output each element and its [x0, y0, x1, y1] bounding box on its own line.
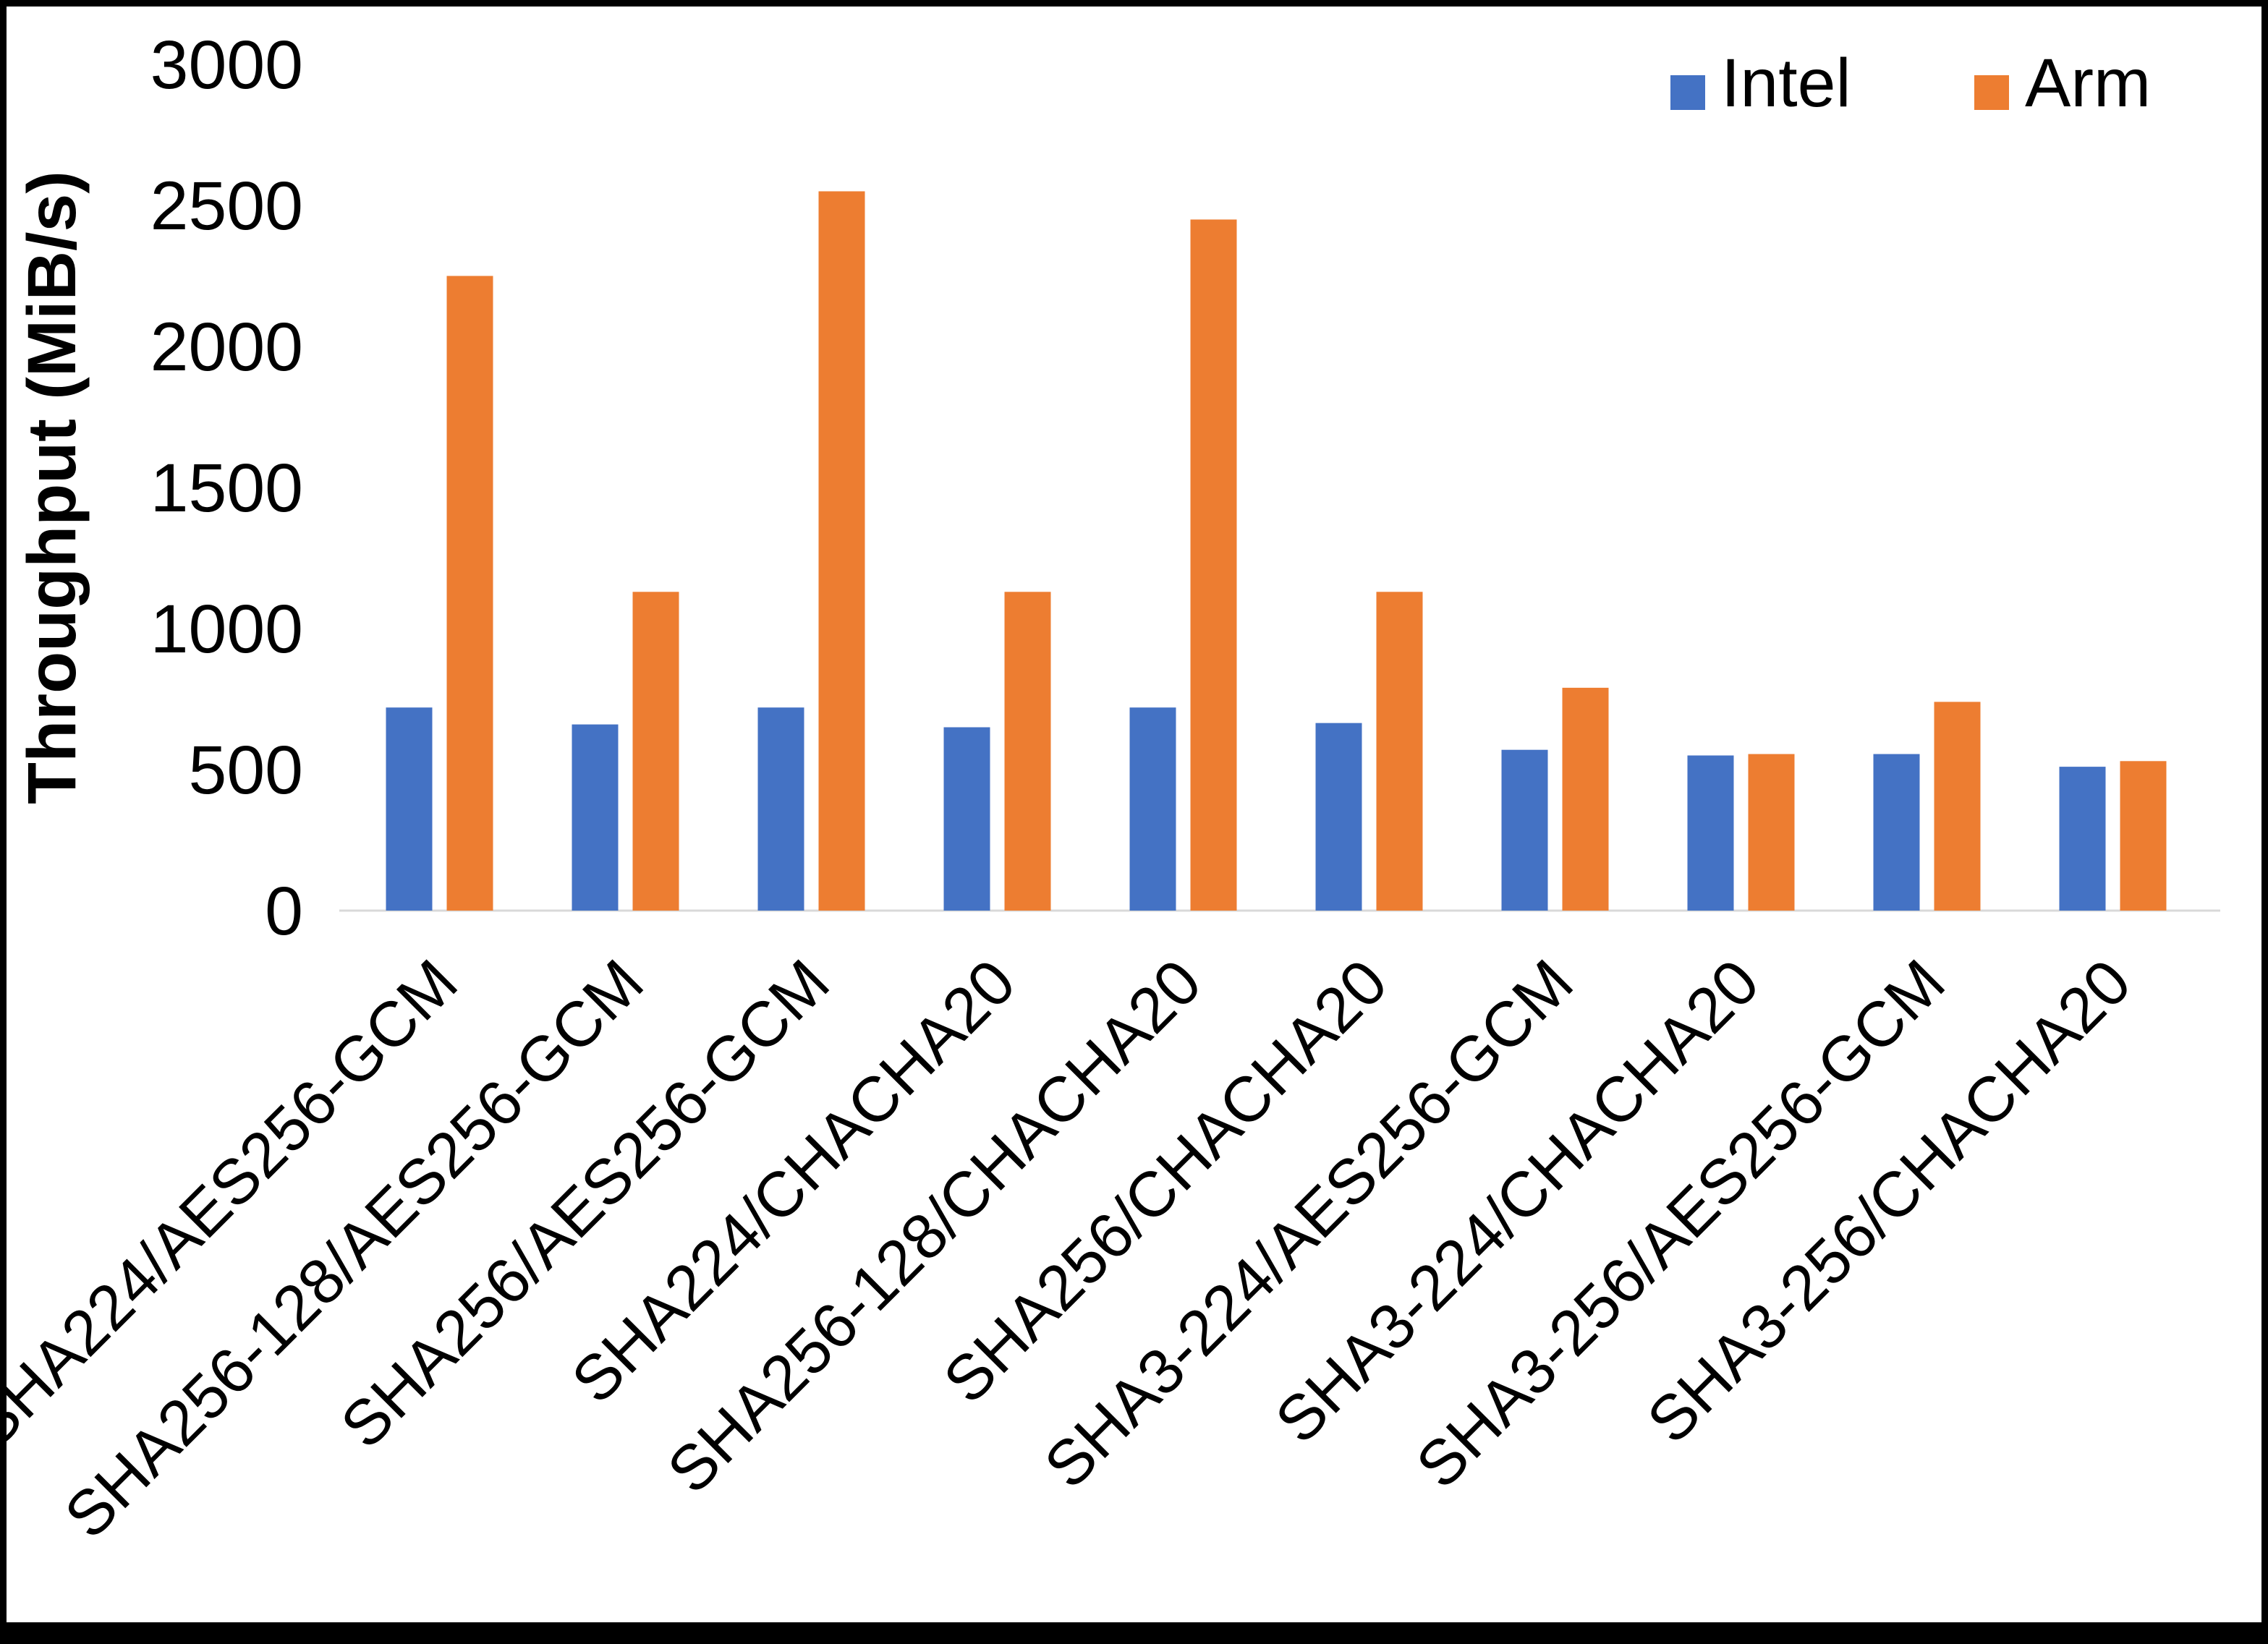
- legend-label-intel: Intel: [1721, 45, 1851, 122]
- bar-intel: [1501, 749, 1548, 911]
- y-tick-label: 0: [265, 873, 303, 950]
- bar-chart: 050010001500200025003000SHA224/AES256-GC…: [7, 27, 2220, 1551]
- bar-arm: [1562, 687, 1609, 911]
- bar-arm: [818, 191, 865, 911]
- y-tick-label: 500: [188, 732, 303, 809]
- y-tick-label: 1500: [150, 450, 303, 527]
- y-tick-label: 3000: [150, 27, 303, 103]
- bar-intel: [386, 707, 433, 911]
- bar-arm: [1004, 592, 1051, 911]
- bar-intel: [757, 707, 804, 911]
- y-tick-label: 1000: [150, 591, 303, 668]
- bar-intel: [2059, 767, 2106, 911]
- legend-label-arm: Arm: [2025, 45, 2151, 122]
- bar-arm: [1748, 754, 1795, 911]
- bar-arm: [1190, 219, 1237, 911]
- legend-swatch-intel: [1670, 75, 1705, 110]
- y-tick-label: 2500: [150, 168, 303, 244]
- legend-swatch-arm: [1974, 75, 2009, 110]
- bar-intel: [1315, 723, 1362, 911]
- bar-arm: [446, 276, 493, 911]
- y-axis-title: Throughput (MiB/s): [14, 171, 90, 804]
- bar-arm: [1376, 592, 1423, 911]
- bar-intel: [572, 724, 619, 911]
- y-tick-label: 2000: [150, 309, 303, 386]
- bar-intel: [943, 727, 990, 911]
- bar-arm: [2120, 761, 2167, 911]
- bar-arm: [632, 592, 679, 911]
- bar-intel: [1129, 707, 1176, 911]
- bar-intel: [1873, 754, 1920, 911]
- bar-arm: [1934, 702, 1981, 911]
- bar-intel: [1687, 755, 1734, 911]
